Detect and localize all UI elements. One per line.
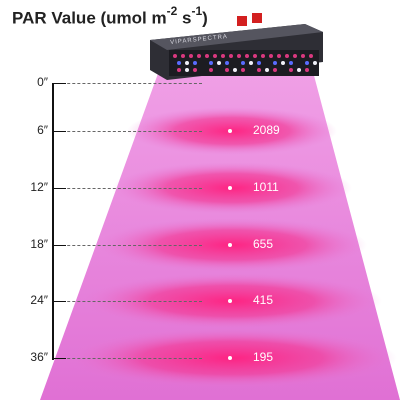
distance-label: 36″ <box>30 350 48 364</box>
led-array-icon <box>169 50 319 76</box>
tick-12 <box>52 188 202 190</box>
par-value: 1011 <box>253 180 279 194</box>
measure-point <box>228 243 232 247</box>
tick-18 <box>52 245 202 247</box>
spot-24 <box>82 273 382 329</box>
spot-36 <box>67 328 397 388</box>
distance-label: 12″ <box>30 180 48 194</box>
led-grow-light-fixture <box>150 13 323 80</box>
tick-0 <box>52 83 202 85</box>
par-value: 415 <box>253 293 274 307</box>
distance-label: 0″ <box>37 75 48 89</box>
tick-24 <box>52 301 202 303</box>
tick-36 <box>52 358 202 360</box>
page-title: PAR Value (umol m-2 s-1) <box>12 4 208 28</box>
measure-point <box>228 129 232 133</box>
spot-18 <box>97 218 367 272</box>
measure-point <box>228 186 232 190</box>
distance-axis <box>52 83 54 360</box>
spot-6 <box>127 107 337 155</box>
distance-label: 24″ <box>30 293 48 307</box>
par-value: 195 <box>253 350 274 364</box>
measure-point <box>228 356 232 360</box>
spot-12 <box>112 162 352 214</box>
par-value: 655 <box>253 237 274 251</box>
par-value: 2089 <box>253 123 280 137</box>
distance-label: 18″ <box>30 237 48 251</box>
distance-label: 6″ <box>37 123 48 137</box>
tick-6 <box>52 131 202 133</box>
measure-point <box>228 299 232 303</box>
